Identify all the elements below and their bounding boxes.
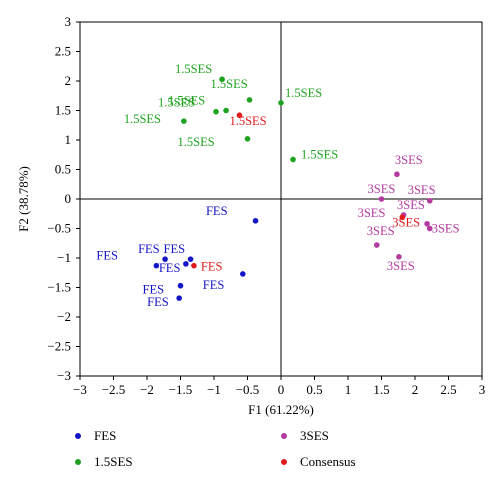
y-tick-label: −2 — [57, 309, 71, 324]
point-label-3ses: 3SES — [397, 198, 425, 212]
point-3ses — [374, 242, 380, 248]
point-label-fes: FES — [143, 283, 165, 297]
point-label-fes: FES — [138, 242, 160, 256]
legend-marker-fes — [75, 433, 81, 439]
point-1-5ses — [223, 107, 229, 114]
point-label-3ses: 3SES — [387, 259, 415, 273]
y-tick-label: 2.5 — [55, 44, 71, 59]
point-1-5ses — [290, 156, 296, 163]
y-tick-label: −0.5 — [47, 221, 71, 236]
point-fes — [183, 261, 189, 267]
x-tick-label: 2.5 — [440, 382, 456, 397]
y-axis-label: F2 (38.78%) — [16, 166, 31, 232]
point-label-3ses: 3SES — [367, 224, 395, 238]
point-fes — [252, 218, 259, 224]
x-tick-label: −1 — [207, 382, 221, 397]
point-1-5ses — [219, 76, 225, 83]
y-tick-label: 3 — [65, 14, 72, 29]
point-label-fes: FES — [164, 242, 186, 256]
point-consensus — [236, 112, 243, 119]
point-consensus — [399, 214, 406, 221]
legend-marker-3ses — [281, 433, 287, 439]
legend-label-consensus: Consensus — [300, 454, 356, 469]
x-tick-label: −2 — [140, 382, 154, 397]
x-axis-ticks: −3 −2.5 −2 −1.5 −1 −0.5 0 0.5 1 1.5 2 2.5 3 — [73, 376, 485, 397]
x-tick-label: 0 — [278, 382, 285, 397]
y-tick-label: −1 — [57, 250, 71, 265]
point-1-5ses — [244, 136, 251, 142]
x-tick-label: 2 — [412, 382, 419, 397]
point-label-3ses: 3SES — [358, 206, 386, 220]
point-fes — [153, 262, 160, 269]
y-tick-label: 0 — [65, 191, 72, 206]
point-3ses — [426, 197, 433, 204]
point-label-3ses: 3SES — [408, 183, 436, 197]
y-tick-label: 1.5 — [55, 103, 71, 118]
point-3ses — [394, 171, 400, 178]
y-tick-label: −1.5 — [47, 280, 71, 295]
point-label-1-5ses: 1.5SES — [285, 86, 322, 100]
point-label-1-5ses: 1.5SES — [211, 77, 248, 91]
x-tick-label: 1 — [345, 382, 352, 397]
x-tick-label: −0.5 — [236, 382, 260, 397]
x-tick-label: 3 — [479, 382, 486, 397]
x-tick-label: −1.5 — [169, 382, 193, 397]
y-tick-label: −3 — [57, 368, 71, 383]
point-fes — [176, 295, 182, 301]
legend-label-3ses: 3SES — [300, 428, 329, 443]
point-label-fes: FES — [206, 204, 228, 218]
point-label-1-5ses: 1.5SES — [301, 147, 338, 161]
point-3ses — [396, 254, 402, 260]
y-axis-ticks: 3 2.5 2 1.5 1 0.5 0 −0.5 −1 −1.5 −2 −2.5 −3 — [47, 14, 80, 383]
point-1-5ses — [213, 108, 219, 115]
point-3ses — [426, 225, 433, 232]
point-1-5ses — [181, 118, 187, 124]
point-label-3ses: 3SES — [432, 222, 460, 236]
y-tick-label: −2.5 — [47, 339, 71, 354]
point-label-1-5ses: 1.5SES — [168, 94, 205, 108]
x-tick-label: −3 — [73, 382, 87, 397]
point-label-consensus: FES — [201, 260, 223, 274]
y-tick-label: 0.5 — [55, 162, 71, 177]
x-tick-label: −2.5 — [102, 382, 126, 397]
x-axis-label: F1 (61.22%) — [248, 402, 314, 417]
legend-marker-consensus — [281, 459, 287, 465]
point-1-5ses — [278, 100, 284, 106]
point-label-1-5ses: 1.5SES — [175, 62, 212, 76]
point-consensus — [191, 262, 197, 269]
point-label-1-5ses: 1.5SES — [178, 135, 215, 149]
point-fes — [162, 256, 168, 262]
point-label-fes: FES — [96, 249, 118, 263]
point-fes — [177, 282, 184, 289]
point-1-5ses — [246, 97, 253, 103]
y-tick-label: 1 — [65, 132, 72, 147]
point-label-consensus: 1.5SES — [229, 114, 266, 128]
point-label-fes: FES — [147, 295, 169, 309]
point-label-consensus: 3SES — [392, 215, 420, 229]
y-tick-label: 2 — [65, 73, 72, 88]
point-label-3ses: 3SES — [368, 182, 396, 196]
point-label-1-5ses: 1.5SES — [124, 112, 161, 126]
zero-lines — [80, 22, 482, 376]
point-3ses — [424, 220, 430, 227]
legend: FES 1.5SES 3SES Consensus — [75, 428, 356, 469]
point-fes — [240, 271, 246, 277]
point-label-3ses: 3SES — [395, 153, 423, 167]
point-label-fes: FES — [159, 261, 181, 275]
point-label-fes: FES — [203, 278, 225, 292]
legend-label-1-5ses: 1.5SES — [94, 454, 133, 469]
point-3ses — [378, 196, 385, 202]
x-tick-label: 0.5 — [306, 382, 322, 397]
legend-label-fes: FES — [94, 428, 116, 443]
point-fes — [187, 256, 194, 262]
point-label-1-5ses: 1.5SES — [158, 96, 195, 110]
legend-marker-1-5ses — [75, 459, 81, 465]
x-tick-label: 1.5 — [373, 382, 389, 397]
